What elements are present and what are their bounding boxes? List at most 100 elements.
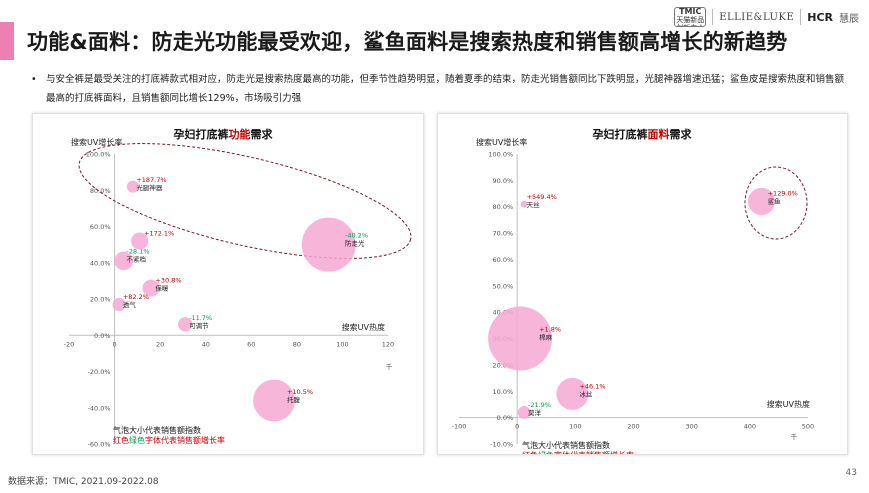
bubble-growth-label: -11.7% [189, 314, 212, 322]
bubble-name-label: 透气 [123, 300, 137, 309]
bubble-growth-label: -21.9% [528, 401, 551, 409]
x-tick-label: 200 [627, 423, 639, 431]
fabric-bubble-chart: 孕妇打底裤面料需求-10.0%0.0%10.0%20.0%30.0%40.0%5… [452, 127, 815, 460]
summary-bullet: • [31, 74, 37, 85]
y-tick-label: -40.0% [88, 404, 111, 412]
bubble-name-label: 冰丝 [579, 389, 593, 398]
x-tick-label: -20 [64, 340, 75, 348]
x-tick-label: 100 [336, 340, 348, 348]
x-tick-label: 80 [293, 340, 301, 348]
logo-divider [800, 9, 802, 25]
slide-title: 功能&面料：防走光功能最受欢迎，鲨鱼面料是搜索热度和销售额高增长的新趋势 [27, 30, 788, 54]
ellie-luke-logo: ELLIE&LUKE [719, 11, 795, 23]
bubble-name-label: 防走光 [345, 239, 365, 248]
legend-color-note: 红色绿色字体代表销售额增长率 [113, 435, 225, 445]
bubble [253, 379, 295, 422]
bubble-growth-label: -28.1% [127, 248, 150, 256]
x-tick-label: -100 [452, 423, 467, 431]
legend-color-note: 红色绿色字体代表销售额增长率 [522, 450, 634, 454]
bubble-growth-label: -40.2% [345, 232, 368, 240]
bubble [556, 377, 589, 410]
y-tick-label: 10.0% [493, 388, 514, 396]
y-tick-label: 80.0% [90, 187, 111, 195]
bubble-growth-label: +82.2% [123, 293, 149, 301]
summary-text: 与安全裤是最受关注的打底裤款式相对应，防走光是搜索热度最高的功能，但季节性趋势明… [46, 74, 845, 104]
y-tick-label: 60.0% [90, 223, 111, 231]
highlight-ellipse [744, 166, 808, 240]
tmic-logo-text: TMIC [679, 7, 702, 16]
x-tick-label: 60 [247, 340, 255, 348]
x-tick-label: 20 [156, 340, 164, 348]
bubble-name-label: 托腹 [287, 395, 301, 404]
y-tick-label: 100.0% [488, 151, 513, 159]
y-tick-label: 50.0% [493, 282, 514, 290]
tmic-logo-subtext: 天猫新品创新中心 [676, 16, 705, 26]
x-axis-label: 搜索UV热度 [767, 399, 810, 409]
partner-logos: TMIC 天猫新品创新中心 ELLIE&LUKE HCR 慧辰 [674, 6, 859, 28]
y-tick-label: 20.0% [90, 296, 111, 304]
bubble-name-label: 不紧档 [127, 255, 147, 264]
x-tick-label: 100 [569, 423, 581, 431]
function-bubble-chart: 孕妇打底裤功能需求 -60.0% -40.0% -20.0% 0.0% 20.0% 40.0… [64, 127, 412, 449]
bubble-growth-label: +46.1% [579, 382, 605, 390]
bubble [126, 180, 139, 193]
bubble [520, 200, 528, 208]
bubble [112, 297, 126, 312]
x-tick-label: 500 [802, 423, 814, 431]
legend-size-note: 气泡大小代表销售额指数 [113, 425, 201, 435]
legend-size-note: 气泡大小代表销售额指数 [522, 440, 610, 450]
bubble-name-label: 莫洋 [528, 408, 542, 417]
bubble [114, 251, 134, 271]
bubble-name-label: 光腿神器 [136, 183, 163, 192]
x-axis-unit: 千 [791, 432, 798, 441]
hcr-logo-subtext: 慧辰 [839, 13, 859, 25]
tmic-logo: TMIC 天猫新品创新中心 [674, 7, 707, 27]
bubble-name-label: 保暖 [155, 284, 169, 293]
bubble [301, 217, 356, 272]
y-tick-label: 80.0% [493, 203, 514, 211]
y-tick-label: 40.0% [90, 259, 111, 267]
page-number: 43 [845, 468, 857, 478]
x-axis-label: 搜索UV热度 [342, 322, 385, 332]
bubble [131, 232, 149, 250]
bubble-growth-label: +172.1% [144, 229, 174, 237]
y-tick-label: -10.0% [490, 441, 513, 449]
bubble [178, 317, 193, 332]
chart-title: 孕妇打底裤功能需求 [174, 127, 274, 141]
y-tick-label: 60.0% [493, 256, 514, 264]
x-tick-label: 120 [382, 340, 394, 348]
fabric-chart-panel: 孕妇打底裤面料需求-10.0%0.0%10.0%20.0%30.0%40.0%5… [437, 113, 848, 460]
bubble-growth-label: +129.0% [768, 189, 798, 197]
y-tick-label: 0.0% [94, 332, 111, 340]
bubble [517, 405, 531, 419]
bubble [488, 306, 553, 371]
logo-divider [712, 9, 714, 25]
data-source: 数据来源：TMIC, 2021.09-2022.08 [8, 477, 159, 487]
bubble-name-label: 天丝 [527, 200, 541, 209]
x-axis-unit: 千 [386, 362, 393, 371]
x-tick-label: 300 [685, 423, 697, 431]
x-tick-label: 40 [202, 340, 210, 348]
bubble [747, 187, 776, 216]
y-axis-label: 搜索UV增长率 [476, 137, 527, 147]
bubble-growth-label: +30.8% [155, 277, 181, 285]
x-tick-label: 0 [113, 340, 117, 348]
y-tick-label: -20.0% [88, 368, 111, 376]
x-tick-label: 0 [515, 423, 519, 431]
y-tick-label: 100.0% [86, 151, 111, 159]
chart-title: 孕妇打底裤面料需求 [593, 127, 693, 141]
x-tick-label: 400 [744, 423, 756, 431]
bubble-growth-label: +10.5% [287, 388, 313, 396]
title-accent-bar [0, 22, 14, 60]
highlight-ellipse [78, 143, 412, 259]
y-tick-label: 90.0% [493, 177, 514, 185]
bubble-growth-label: +187.7% [136, 176, 166, 184]
bubble-name-label: 可调节 [189, 321, 209, 330]
bubble-growth-label: +549.4% [527, 193, 557, 201]
hcr-logo: HCR [807, 10, 833, 24]
function-chart-panel: 孕妇打底裤功能需求 -60.0% -40.0% -20.0% 0.0% 20.0% 40.0… [32, 113, 424, 455]
y-tick-label: -60.0% [88, 441, 111, 449]
y-axis-label: 搜索UV增长率 [71, 137, 122, 147]
bubble-name-label: 棉麻 [539, 333, 553, 342]
bubble-growth-label: +1.8% [539, 326, 561, 334]
